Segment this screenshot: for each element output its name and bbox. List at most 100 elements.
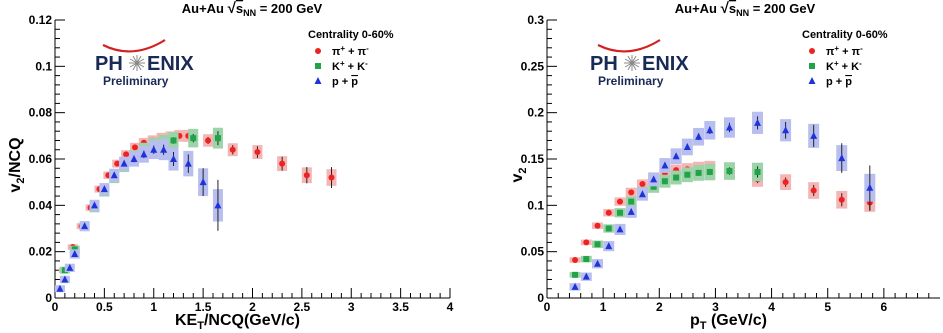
y-tick-label: 0.3 [527, 13, 544, 27]
y-tick-label: 0.05 [521, 245, 545, 259]
data-point [328, 174, 335, 181]
title-sqrt: √ [721, 0, 730, 17]
data-point [160, 145, 168, 153]
logo-swoosh [102, 39, 166, 53]
data-point [170, 155, 177, 162]
data-point [673, 174, 680, 181]
series-3 [569, 111, 876, 291]
data-point [110, 171, 118, 179]
data-point [61, 275, 69, 283]
data-point [754, 118, 762, 126]
y-tick-label: 0.04 [29, 198, 53, 212]
x-tick-label: 1.5 [195, 300, 212, 314]
series-3 [54, 139, 223, 293]
x-tick-label: 6 [881, 300, 888, 314]
data-point [140, 150, 148, 158]
y-label-sub: 2 [517, 167, 529, 173]
data-point [866, 183, 874, 191]
data-point [782, 126, 790, 134]
data-point [583, 239, 590, 246]
preliminary-label: Preliminary [598, 74, 664, 88]
chart-2: Au+Au √sNN = 200 GeV 0 0.05 0.1 0.15 0.2 0.25 0… [509, 0, 940, 332]
y-tick-label: 0.2 [527, 106, 544, 120]
x-tick-label: 2 [249, 300, 256, 314]
data-point [199, 178, 207, 186]
data-point [303, 172, 310, 179]
data-point [150, 145, 158, 153]
data-point [170, 137, 177, 144]
x-axis-label: pT (GeV/c) [690, 312, 767, 332]
data-point [650, 175, 658, 183]
x-tick-label: 0.5 [96, 300, 113, 314]
y-tick-label: 0.1 [527, 198, 544, 212]
y-axis-label: v2 [509, 167, 529, 182]
chart-title: Au+Au √sNN = 200 GeV [182, 0, 323, 18]
y-label-suffix: /NCQ [7, 137, 24, 177]
data-point [695, 169, 702, 176]
y-tick-label: 0 [45, 291, 52, 305]
y-tick-label: 0 [537, 291, 544, 305]
logo-text-left: PH [590, 53, 618, 75]
data-point [214, 135, 221, 142]
data-point [131, 144, 138, 151]
legend-marker [809, 63, 815, 69]
data-point [838, 196, 845, 203]
title-sub: NN [736, 8, 749, 18]
data-point [114, 160, 121, 167]
legend-entry: p + p [826, 76, 852, 88]
legend-entry: π+ + π- [332, 44, 369, 58]
logo-star-icon [129, 55, 145, 71]
data-point [71, 249, 79, 257]
legend: Centrality 0-60% π+ + π-K+ + K-p + p [802, 29, 888, 88]
x-tick-label: 3 [348, 300, 355, 314]
x-tick-label: 4 [768, 300, 775, 314]
data-point [66, 263, 74, 271]
legend-entry: K+ + K- [826, 59, 862, 73]
title-s: s [236, 1, 243, 16]
data-point [279, 160, 286, 167]
y-tick-label: 0.12 [29, 13, 53, 27]
data-point [184, 159, 192, 167]
legend-marker [315, 48, 321, 54]
y-tick-label: 0.08 [29, 106, 53, 120]
title-system: Au+Au [675, 1, 721, 16]
y-label-main: v [7, 184, 24, 193]
data-point [594, 241, 601, 248]
y-axis-label: v2/NCQ [7, 137, 27, 192]
x-tick-label: 0 [52, 300, 59, 314]
logo-swoosh [597, 39, 661, 53]
logo-text-left: PH [95, 53, 123, 75]
y-tick-label: 0.15 [521, 152, 545, 166]
data-point [254, 149, 261, 156]
x-tick-label: 4 [447, 300, 454, 314]
data-point [650, 183, 657, 190]
y-tick-label: 0.02 [29, 245, 53, 259]
legend-marker [808, 77, 816, 84]
x-tick-label: 0 [544, 300, 551, 314]
logo-star-icon [624, 55, 640, 71]
data-point [661, 161, 669, 169]
x-tick-label: 3.5 [392, 300, 409, 314]
x-tick-label: 2.5 [294, 300, 311, 314]
preliminary-label: Preliminary [103, 74, 169, 88]
y-label-main: v [509, 174, 526, 183]
legend-entry: π+ + π- [826, 44, 863, 58]
y-tick-label: 0.06 [29, 152, 53, 166]
data-point [594, 222, 601, 229]
data-point [684, 171, 691, 178]
legend-marker [314, 77, 322, 84]
data-point [695, 132, 703, 140]
data-point [205, 137, 212, 144]
x-tick-label: 2 [656, 300, 663, 314]
data-point [56, 284, 64, 292]
data-point [594, 259, 602, 267]
y-tick-label: 0.25 [521, 59, 545, 73]
data-point [810, 187, 817, 194]
title-system: Au+Au [182, 1, 228, 16]
legend-title: Centrality 0-60% [802, 29, 888, 41]
data-point [628, 189, 635, 196]
data-point [706, 126, 714, 134]
x-label-sub: T [197, 320, 204, 332]
